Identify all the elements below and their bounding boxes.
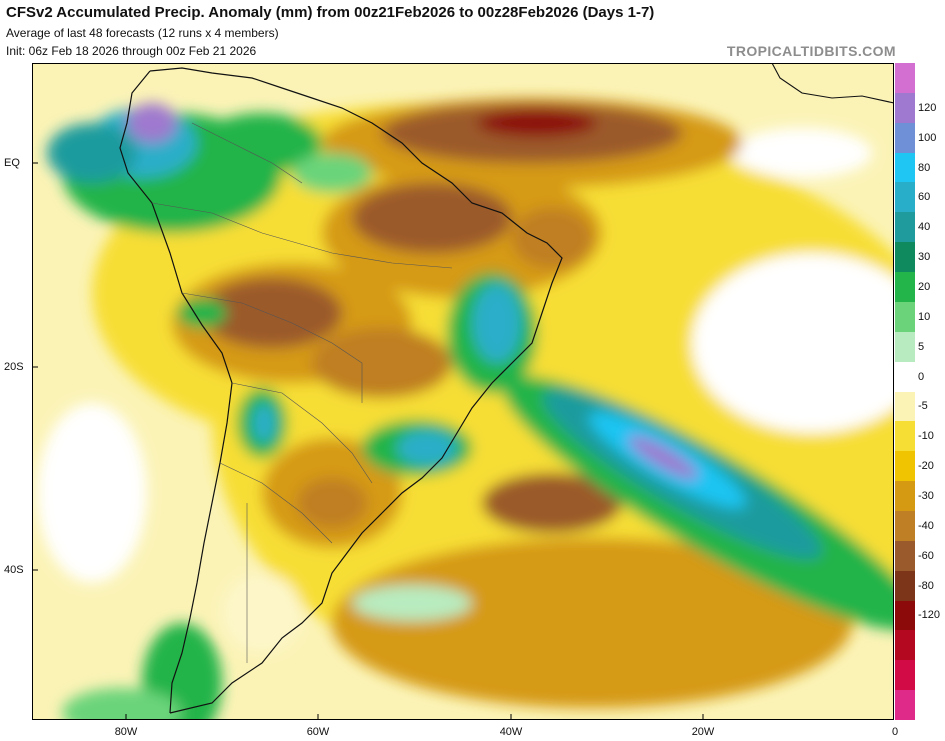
colorbar-label: 30 [918, 251, 931, 264]
colorbar-label: 20 [918, 280, 931, 293]
map-frame [32, 63, 894, 720]
colorbar-label: -60 [918, 549, 934, 562]
colorbar-swatch [895, 451, 915, 482]
lon-label-40w: 40W [499, 726, 523, 738]
anomaly-field [37, 98, 894, 720]
colorbar-label: -30 [918, 490, 934, 503]
colorbar-swatch [895, 242, 915, 273]
lat-label-eq: EQ [4, 157, 20, 169]
lat-label-40s: 40S [4, 564, 24, 576]
map-subtitle-average: Average of last 48 forecasts (12 runs x … [6, 26, 279, 40]
colorbar-swatch [895, 630, 915, 661]
precip-anomaly-map [32, 63, 894, 720]
colorbar-label: -40 [918, 519, 934, 532]
colorbar-label: 0 [918, 370, 925, 383]
country-borders [151, 122, 453, 663]
colorbar-swatch [895, 421, 915, 452]
colorbar-swatch [895, 690, 915, 721]
colorbar-label: -120 [918, 609, 941, 622]
lon-label-60w: 60W [306, 726, 330, 738]
colorbar-swatch [895, 660, 915, 691]
colorbar-label: 100 [918, 131, 937, 144]
colorbar-label: 60 [918, 191, 931, 204]
colorbar-label: -10 [918, 430, 934, 443]
colorbar-swatch [895, 331, 915, 363]
brand-watermark: TROPICALTIDBITS.COM [726, 43, 896, 59]
lon-label-0: 0 [891, 726, 899, 738]
lat-label-20s: 20S [4, 361, 24, 373]
colorbar-label: -5 [918, 400, 928, 413]
colorbar-swatch [895, 92, 915, 124]
colorbar-label: 10 [918, 310, 931, 323]
colorbar-label: -20 [918, 460, 934, 473]
colorbar-swatch [895, 272, 915, 303]
colorbar-label: 120 [918, 101, 937, 114]
colorbar [895, 63, 915, 721]
colorbar-swatch [895, 361, 915, 392]
colorbar-swatch [895, 540, 915, 572]
colorbar-swatch [895, 510, 915, 542]
colorbar-swatch [895, 122, 915, 154]
colorbar-label: -80 [918, 579, 934, 592]
lon-label-80w: 80W [114, 726, 138, 738]
colorbar-swatch [895, 182, 915, 213]
south-america-coastline [119, 67, 563, 714]
colorbar-label: 5 [918, 340, 925, 353]
colorbar-swatch [895, 63, 915, 94]
colorbar-swatch [895, 600, 915, 631]
lon-label-20w: 20W [691, 726, 715, 738]
africa-coastline [771, 63, 894, 104]
colorbar-swatch [895, 481, 915, 512]
colorbar-swatch [895, 212, 915, 243]
map-title: CFSv2 Accumulated Precip. Anomaly (mm) f… [6, 4, 655, 21]
map-subtitle-init: Init: 06z Feb 18 2026 through 00z Feb 21… [6, 44, 257, 58]
colorbar-swatch [895, 301, 915, 333]
colorbar-swatch [895, 152, 915, 183]
colorbar-swatch [895, 391, 915, 422]
colorbar-label: 40 [918, 221, 931, 234]
colorbar-swatch [895, 570, 915, 602]
colorbar-label: 80 [918, 161, 931, 174]
